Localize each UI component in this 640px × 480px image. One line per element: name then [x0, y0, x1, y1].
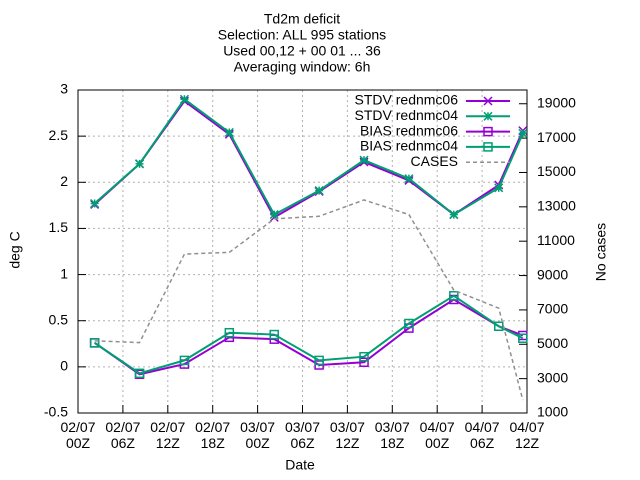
y-tick-label: -0.5: [44, 404, 68, 420]
chart-title: Td2m deficit: [264, 11, 340, 27]
marker: [494, 183, 504, 193]
y-tick-label: 3: [60, 81, 68, 97]
legend-marker: [483, 142, 493, 152]
legend-marker: [483, 111, 493, 121]
x-tick-label: 04/07 00Z: [420, 419, 455, 451]
y2-tick-label: 1000: [537, 404, 568, 420]
y2-tick-label: 15000: [537, 163, 576, 179]
legend-label: STDV rednmc06: [355, 92, 459, 108]
y-tick-label: 2.5: [49, 127, 69, 143]
chart-title: Averaging window: 6h: [234, 59, 371, 75]
x-tick-label: 04/07 06Z: [465, 419, 500, 451]
marker: [134, 368, 145, 379]
marker: [269, 329, 279, 340]
marker: [179, 94, 189, 104]
y2-tick-label: 13000: [537, 198, 576, 214]
y-tick-label: 2: [60, 173, 68, 189]
series-line: [93, 99, 524, 219]
x-tick-label: 02/07 00Z: [60, 419, 95, 451]
marker: [404, 318, 414, 329]
marker: [90, 198, 100, 209]
marker: [224, 127, 234, 137]
y-axis-label: deg C: [7, 231, 23, 268]
x-tick-label: 02/07 06Z: [105, 419, 140, 451]
marker: [314, 186, 324, 196]
marker: [89, 338, 100, 348]
marker: [224, 327, 235, 338]
chart-title: Used 00,12 + 00 01 ... 36: [223, 43, 381, 59]
y2-tick-label: 9000: [537, 266, 568, 282]
legend-marker: [483, 96, 493, 106]
legend-label: STDV rednmc04: [355, 107, 459, 123]
y2-axis-label: No cases: [593, 223, 609, 281]
marker: [269, 210, 279, 220]
y2-tick-label: 5000: [537, 335, 568, 351]
marker: [359, 357, 369, 367]
y2-tick-label: 19000: [537, 94, 576, 110]
marker: [134, 159, 145, 169]
y2-tick-label: 7000: [537, 301, 568, 317]
y-tick-label: 0: [60, 358, 68, 374]
x-tick-label: 02/07 18Z: [195, 419, 230, 451]
series-line: [94, 298, 524, 376]
marker: [359, 155, 369, 165]
x-axis-label: Date: [285, 457, 315, 473]
legend-label: BIAS rednmc06: [360, 122, 458, 138]
y2-tick-label: 17000: [537, 129, 576, 145]
y-tick-label: 1.5: [49, 219, 69, 235]
x-tick-label: 03/07 18Z: [375, 419, 410, 451]
legend-label: BIAS rednmc04: [360, 138, 458, 154]
marker: [314, 355, 324, 366]
x-tick-label: 04/07 12Z: [509, 419, 544, 451]
y-tick-label: 0.5: [49, 311, 69, 327]
series-line: [94, 294, 524, 375]
marker: [359, 351, 369, 362]
marker: [518, 333, 528, 343]
legend-label: CASES: [411, 153, 458, 169]
chart-title: Selection: ALL 995 stations: [218, 27, 386, 43]
series-line: [94, 199, 524, 401]
marker: [449, 291, 459, 301]
y2-tick-label: 3000: [537, 369, 568, 385]
y-tick-label: 1: [60, 265, 68, 281]
x-tick-label: 02/07 12Z: [150, 419, 185, 451]
marker: [179, 355, 190, 366]
marker: [404, 174, 414, 184]
plot-frame: [77, 89, 528, 414]
legend-marker: [483, 126, 493, 137]
marker: [449, 210, 459, 220]
x-tick-label: 03/07 06Z: [285, 419, 320, 451]
x-tick-label: 03/07 00Z: [240, 419, 275, 451]
y2-tick-label: 11000: [537, 232, 575, 248]
marker: [518, 128, 528, 138]
x-tick-label: 03/07 12Z: [330, 419, 365, 451]
